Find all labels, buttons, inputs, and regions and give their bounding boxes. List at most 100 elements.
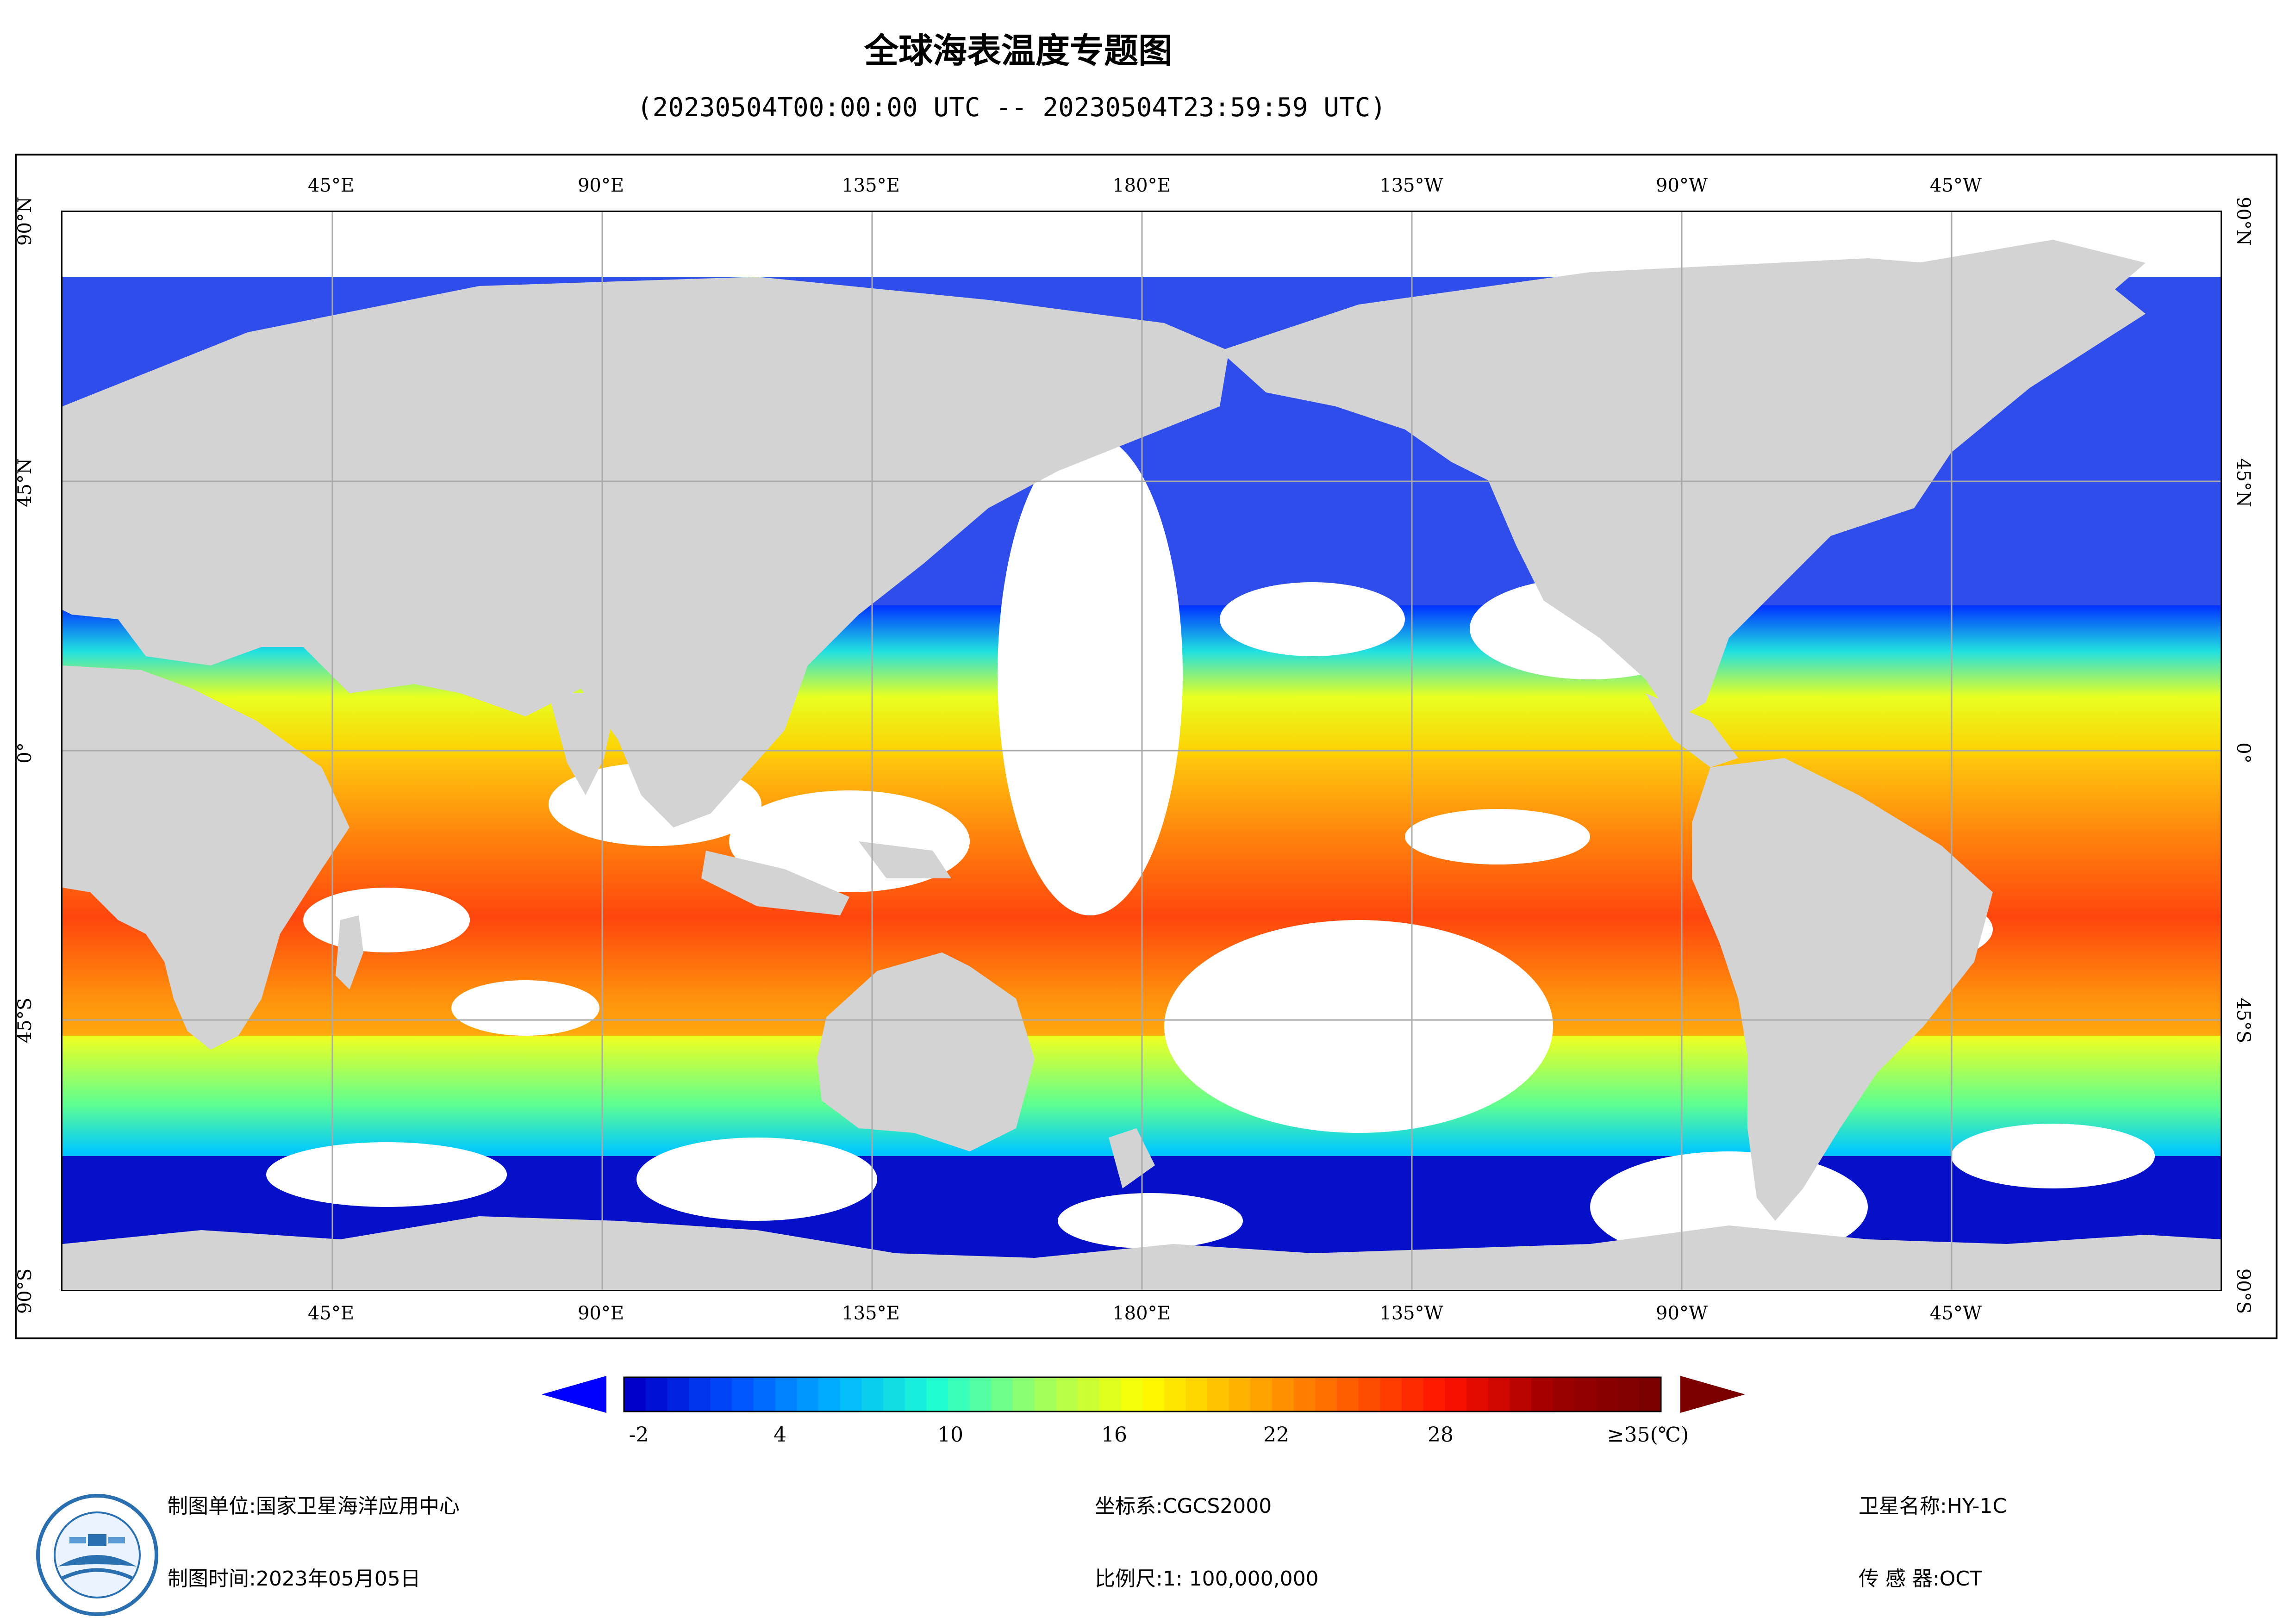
lat-tick-right-45n: 45°N [2233, 458, 2254, 507]
lon-tick-bottom-90w: 90°W [1655, 1303, 1708, 1324]
lon-tick-top-135w: 135°W [1379, 175, 1443, 196]
colorbar-label-28: 28 [1428, 1423, 1454, 1447]
colorbar-cell [1185, 1377, 1208, 1412]
colorbar-label-16: 16 [1101, 1423, 1127, 1447]
colorbar-cell [991, 1377, 1013, 1412]
map-title: 全球海表温度专题图 [864, 31, 1173, 71]
colorbar-over-arrow [1680, 1376, 1745, 1413]
colorbar-cell [1121, 1377, 1143, 1412]
colorbar-label-22: 22 [1263, 1423, 1289, 1447]
colorbar-cell [645, 1377, 668, 1412]
colorbar-cell [1337, 1377, 1359, 1412]
land-madagascar [336, 915, 363, 989]
colorbar-cell [1358, 1377, 1380, 1412]
colorbar-under-arrow [542, 1376, 606, 1413]
land-india [549, 693, 618, 795]
lon-tick-top-135e: 135°E [842, 175, 900, 196]
colorbar-label-minus2: -2 [629, 1423, 649, 1447]
colorbar-cell [1099, 1377, 1121, 1412]
colorbar-cell [624, 1377, 646, 1412]
mapping-date: 制图时间:2023年05月05日 [168, 1567, 421, 1591]
colorbar-cell [1423, 1377, 1445, 1412]
colorbar-cell [775, 1377, 797, 1412]
colorbar-cell [1617, 1377, 1640, 1412]
colorbar-cell [1531, 1377, 1554, 1412]
lon-tick-bottom-135e: 135°E [842, 1303, 900, 1324]
colorbar-cell [883, 1377, 905, 1412]
lon-tick-top-180: 180°E [1112, 175, 1171, 196]
colorbar-cell [1574, 1377, 1597, 1412]
lat-tick-left-90n: 90°N [14, 197, 36, 246]
sst-map [61, 211, 2222, 1291]
land-borneo [859, 841, 951, 878]
colorbar-cell [1272, 1377, 1294, 1412]
colorbar-cell [905, 1377, 927, 1412]
colorbar-cell [840, 1377, 862, 1412]
colorbar-label-35: ≥35(℃) [1607, 1423, 1689, 1447]
colorbar-cell [1142, 1377, 1165, 1412]
colorbar-cell [1078, 1377, 1100, 1412]
lat-tick-right-45s: 45°S [2233, 997, 2254, 1044]
lat-tick-left-45s: 45°S [14, 997, 36, 1044]
lat-tick-left-45n: 45°N [14, 458, 36, 507]
lat-tick-right-0: 0° [2233, 742, 2254, 764]
colorbar-cell [1402, 1377, 1424, 1412]
coordinate-system: 坐标系:CGCS2000 [1095, 1494, 1272, 1518]
colorbar-cell [1553, 1377, 1575, 1412]
nsoas-logo [36, 1494, 158, 1616]
lon-tick-top-45e: 45°E [307, 175, 355, 196]
colorbar-cell [667, 1377, 689, 1412]
land-greenland [1891, 240, 2146, 351]
colorbar-cell [1229, 1377, 1251, 1412]
colorbar-cell [1380, 1377, 1402, 1412]
colorbar-cell [1445, 1377, 1467, 1412]
lat-tick-right-90n: 90°N [2233, 197, 2254, 246]
land-africa [62, 665, 349, 1050]
lon-tick-top-90e: 90°E [577, 175, 624, 196]
land-new-zealand [1109, 1128, 1155, 1188]
lat-tick-left-90s: 90°S [14, 1268, 36, 1314]
lon-tick-bottom-45w: 45°W [1929, 1303, 1982, 1324]
colorbar-cell [1315, 1377, 1337, 1412]
colorbar-cell [732, 1377, 754, 1412]
colorbar-cell [1510, 1377, 1532, 1412]
colorbar-cell [1596, 1377, 1618, 1412]
colorbar-cell [818, 1377, 841, 1412]
map-frame [15, 154, 2277, 1339]
land-central-america [1646, 693, 1738, 767]
temperature-colorbar [542, 1376, 1745, 1413]
colorbar-label-10: 10 [937, 1423, 963, 1447]
colorbar-cell [1293, 1377, 1316, 1412]
time-range-subtitle: (20230504T00:00:00 UTC -- 20230504T23:59… [636, 93, 1386, 123]
sensor-name: 传 感 器:OCT [1859, 1567, 1983, 1591]
satellite-name: 卫星名称:HY-1C [1859, 1494, 2007, 1518]
colorbar-cell [1207, 1377, 1229, 1412]
graticule [62, 212, 2221, 1290]
lon-tick-bottom-90e: 90°E [577, 1303, 624, 1324]
colorbar-label-4: 4 [774, 1423, 786, 1447]
colorbar-cell [797, 1377, 819, 1412]
colorbar-cell [1013, 1377, 1035, 1412]
lon-tick-bottom-45e: 45°E [307, 1303, 355, 1324]
colorbar-cell [1466, 1377, 1489, 1412]
colorbar-cell [710, 1377, 732, 1412]
colorbar-cells [624, 1377, 1661, 1412]
colorbar-cell [1056, 1377, 1078, 1412]
lon-tick-top-45w: 45°W [1929, 175, 1982, 196]
colorbar-cell [1639, 1377, 1661, 1412]
colorbar-cell [1034, 1377, 1056, 1412]
lon-tick-bottom-135w: 135°W [1379, 1303, 1443, 1324]
mapping-org: 制图单位:国家卫星海洋应用中心 [168, 1494, 460, 1518]
land-indonesia [701, 851, 849, 915]
map-scale: 比例尺:1: 100,000,000 [1095, 1567, 1319, 1591]
land-eurasia [62, 277, 1229, 827]
land-south-america [1692, 758, 1993, 1221]
colorbar-cell [1488, 1377, 1510, 1412]
colorbar-cell [1250, 1377, 1273, 1412]
colorbar-cell [969, 1377, 992, 1412]
colorbar-cell [689, 1377, 711, 1412]
colorbar-cell [754, 1377, 776, 1412]
land-north-america [1220, 258, 2146, 721]
colorbar-cell [1164, 1377, 1186, 1412]
lat-tick-left-0: 0° [14, 742, 36, 764]
